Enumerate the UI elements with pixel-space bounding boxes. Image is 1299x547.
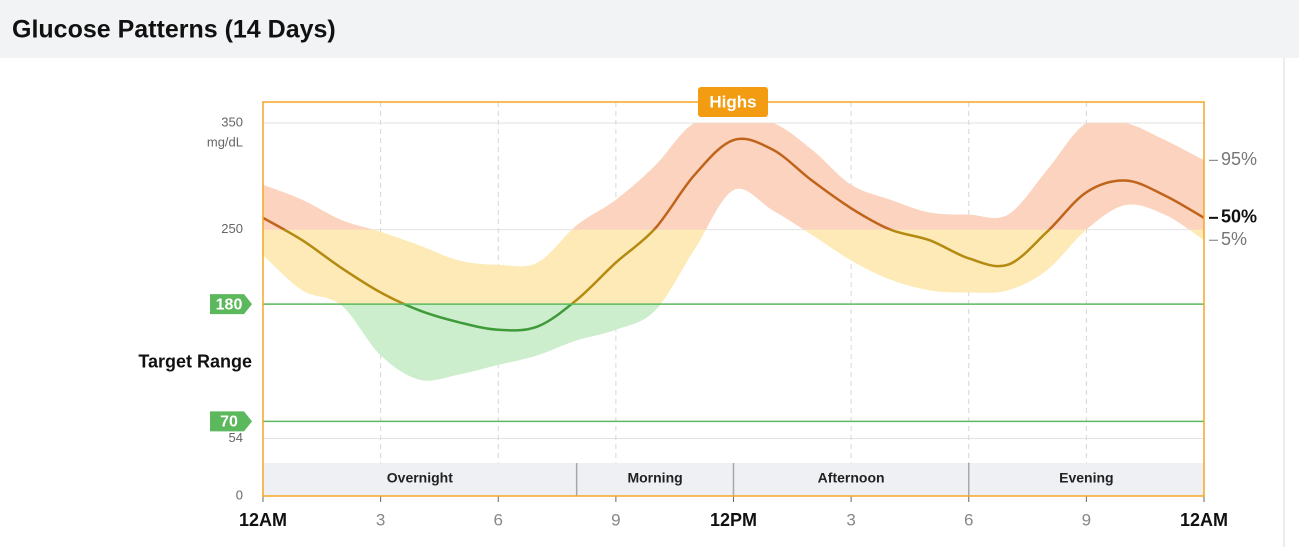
percentile-band xyxy=(263,229,1204,305)
band-group xyxy=(263,229,1204,305)
period-strip xyxy=(968,463,1204,496)
period-strip xyxy=(733,463,969,496)
median-group xyxy=(281,229,1052,305)
y-tick-label: 250 xyxy=(221,221,243,236)
percentile-label: 95% xyxy=(1221,149,1257,169)
percentile-band xyxy=(263,123,1204,230)
period-label: Afternoon xyxy=(818,470,885,486)
band-group xyxy=(339,304,661,381)
period-label: Overnight xyxy=(387,470,453,486)
median-group xyxy=(263,137,1204,230)
period-strip xyxy=(576,463,734,496)
period-label: Evening xyxy=(1059,470,1113,486)
x-tick-label: 12AM xyxy=(1180,510,1228,530)
chart-title: Glucose Patterns (14 Days) xyxy=(12,16,336,44)
y-unit: mg/dL xyxy=(207,134,243,149)
median-line xyxy=(281,229,1052,305)
median-line xyxy=(401,304,574,332)
target-value: 70 xyxy=(220,414,238,431)
x-tick-label: 6 xyxy=(494,510,503,529)
x-tick-label: 6 xyxy=(964,510,973,529)
target-value: 180 xyxy=(216,296,243,313)
median-group xyxy=(401,304,574,332)
percentile-band xyxy=(339,304,661,381)
x-tick-label: 3 xyxy=(376,510,385,529)
header-bar xyxy=(0,0,1299,58)
period-strip xyxy=(263,463,577,496)
x-tick-label: 3 xyxy=(846,510,855,529)
x-tick-label: 9 xyxy=(611,510,620,529)
x-tick-label: 9 xyxy=(1082,510,1091,529)
percentile-label: 5% xyxy=(1221,229,1247,249)
target-label: Target Range xyxy=(138,352,252,372)
y-tick-label: 350 xyxy=(221,114,243,129)
target-badge xyxy=(210,411,252,432)
x-tick-label: 12AM xyxy=(239,510,287,530)
highs-label: Highs xyxy=(709,92,756,111)
percentile-label: 50% xyxy=(1221,207,1257,227)
band-group xyxy=(263,123,1204,230)
y-tick-label: 54 xyxy=(229,430,243,445)
period-label: Morning xyxy=(627,470,682,486)
target-badge xyxy=(210,294,252,315)
highs-badge xyxy=(698,87,768,117)
x-tick-label: 12PM xyxy=(710,510,757,530)
median-line xyxy=(263,137,1204,230)
y-tick-label: 0 xyxy=(236,487,243,502)
